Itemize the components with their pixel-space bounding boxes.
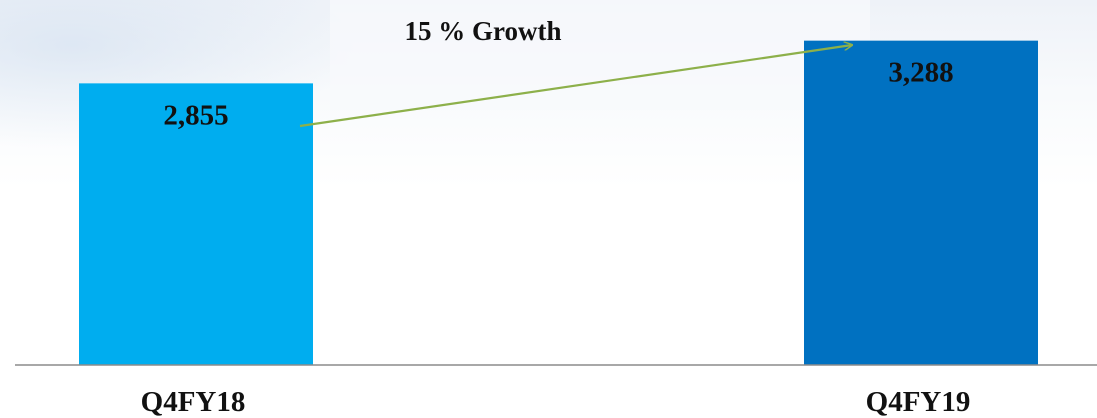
growth-annotation: 15 % Growth	[404, 16, 561, 46]
bar-q4fy19	[804, 40, 1038, 365]
value-label-q4fy19: 3,288	[888, 57, 953, 89]
category-label-q4fy18: Q4FY18	[141, 386, 246, 418]
labels-layer: 2,855 Q4FY18 3,288 Q4FY19	[141, 57, 971, 418]
value-label-q4fy18: 2,855	[163, 99, 228, 131]
bars-layer	[79, 40, 1038, 366]
growth-arrow	[299, 45, 852, 128]
category-label-q4fy19: Q4FY19	[866, 386, 971, 418]
bar-q4fy18	[79, 83, 313, 366]
